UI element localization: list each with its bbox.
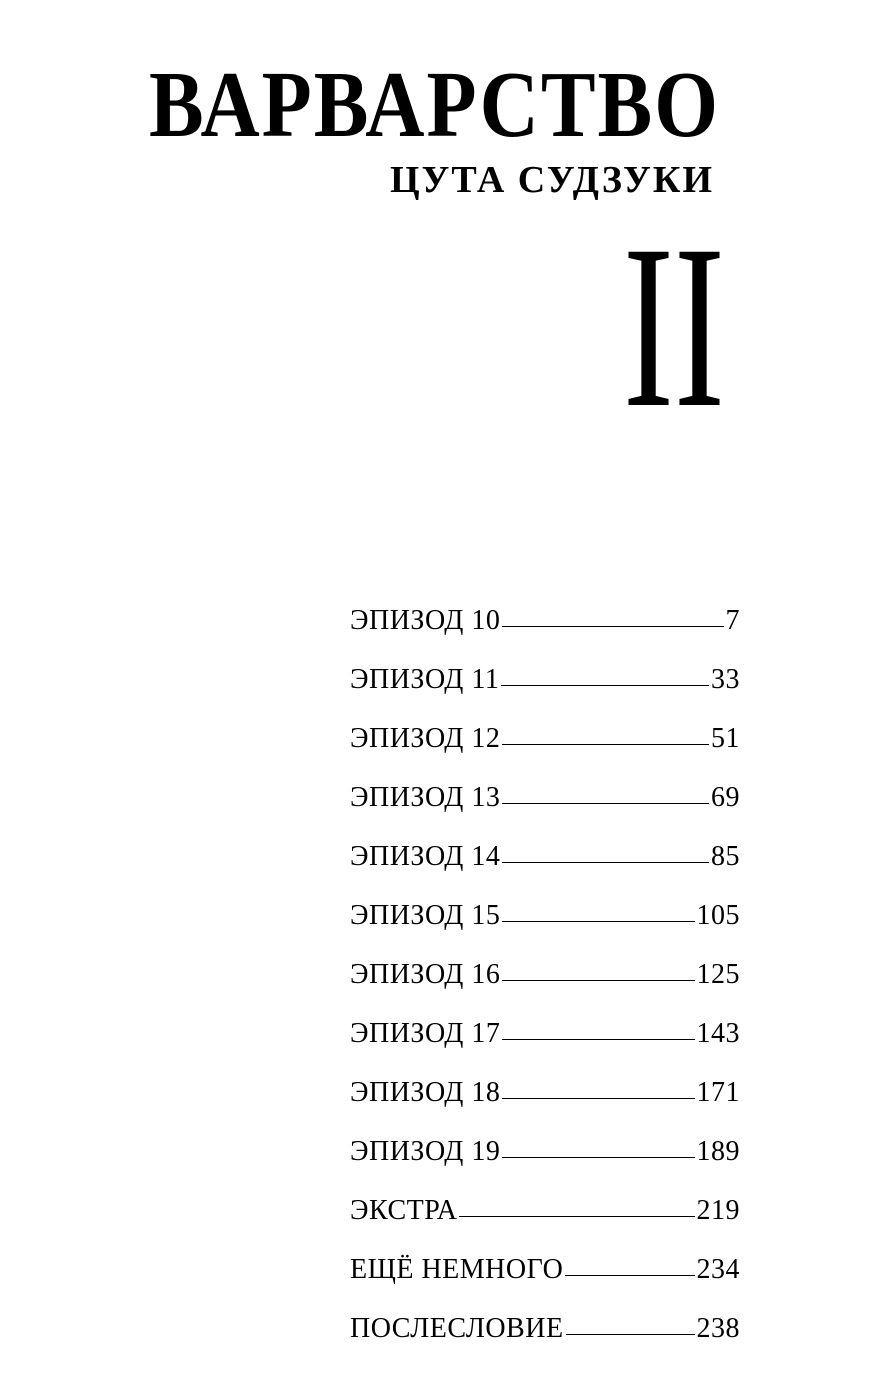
toc-leader-line <box>502 1011 694 1040</box>
toc-entry-label: ЭПИЗОД 10 <box>350 605 500 637</box>
toc-leader-line <box>502 893 694 922</box>
toc-row: ЭПИЗОД 16 125 <box>350 954 740 991</box>
title-block: ВАРВАРСТВО ЦУТА СУДЗУКИ <box>0 58 720 202</box>
toc-leader-line <box>459 1188 694 1217</box>
toc-entry-label: ЕЩЁ НЕМНОГО <box>350 1254 563 1286</box>
toc-leader-line <box>502 952 694 981</box>
volume-number: II <box>623 210 725 444</box>
toc-row: ЭПИЗОД 18 171 <box>350 1072 740 1109</box>
toc-leader-line <box>566 1306 695 1335</box>
toc-leader-line <box>502 1129 694 1158</box>
toc-leader-line <box>502 1070 694 1099</box>
toc-entry-label: ЭПИЗОД 16 <box>350 959 500 991</box>
toc-leader-line <box>565 1247 694 1276</box>
toc-entry-label: ЭПИЗОД 12 <box>350 723 500 755</box>
toc-row: ЭКСТРА 219 <box>350 1190 740 1227</box>
toc-entry-page: 125 <box>697 959 741 991</box>
toc-entry-label: ЭПИЗОД 19 <box>350 1136 500 1168</box>
toc-entry-page: 105 <box>697 900 741 932</box>
toc-entry-label: ЭПИЗОД 11 <box>350 664 499 696</box>
table-of-contents: ЭПИЗОД 107ЭПИЗОД 1133ЭПИЗОД 1251ЭПИЗОД 1… <box>350 600 740 1367</box>
toc-row: ПОСЛЕСЛОВИЕ 238 <box>350 1308 740 1345</box>
toc-entry-page: 85 <box>711 841 740 873</box>
toc-entry-label: ЭПИЗОД 14 <box>350 841 500 873</box>
toc-row: ЭПИЗОД 15 105 <box>350 895 740 932</box>
toc-leader-line <box>502 834 709 863</box>
author-name: ЦУТА СУДЗУКИ <box>0 158 714 202</box>
toc-entry-label: ЭПИЗОД 13 <box>350 782 500 814</box>
toc-leader-line <box>501 657 709 686</box>
toc-entry-label: ПОСЛЕСЛОВИЕ <box>350 1313 564 1345</box>
toc-entry-page: 234 <box>697 1254 741 1286</box>
toc-entry-page: 69 <box>711 782 740 814</box>
toc-entry-page: 189 <box>697 1136 741 1168</box>
toc-entry-page: 7 <box>726 605 741 637</box>
toc-row: ЭПИЗОД 17 143 <box>350 1013 740 1050</box>
toc-leader-line <box>502 775 709 804</box>
toc-row: ЭПИЗОД 19 189 <box>350 1131 740 1168</box>
toc-leader-line <box>502 598 723 627</box>
toc-row: ЕЩЁ НЕМНОГО 234 <box>350 1249 740 1286</box>
toc-entry-label: ЭПИЗОД 18 <box>350 1077 500 1109</box>
page: ВАРВАРСТВО ЦУТА СУДЗУКИ II ЭПИЗОД 107ЭПИ… <box>0 0 890 1400</box>
toc-row: ЭПИЗОД 10 7 <box>350 600 740 637</box>
toc-entry-page: 51 <box>711 723 740 755</box>
toc-entry-page: 143 <box>697 1018 741 1050</box>
toc-entry-page: 238 <box>697 1313 741 1345</box>
toc-row: ЭПИЗОД 13 69 <box>350 777 740 814</box>
book-title: ВАРВАРСТВО <box>0 51 720 159</box>
toc-leader-line <box>502 716 709 745</box>
toc-entry-page: 33 <box>711 664 740 696</box>
toc-entry-label: ЭКСТРА <box>350 1195 457 1227</box>
toc-row: ЭПИЗОД 14 85 <box>350 836 740 873</box>
toc-entry-page: 171 <box>697 1077 741 1109</box>
toc-entry-label: ЭПИЗОД 17 <box>350 1018 500 1050</box>
toc-entry-page: 219 <box>697 1195 741 1227</box>
toc-entry-label: ЭПИЗОД 15 <box>350 900 500 932</box>
toc-row: ЭПИЗОД 12 51 <box>350 718 740 755</box>
toc-row: ЭПИЗОД 11 33 <box>350 659 740 696</box>
